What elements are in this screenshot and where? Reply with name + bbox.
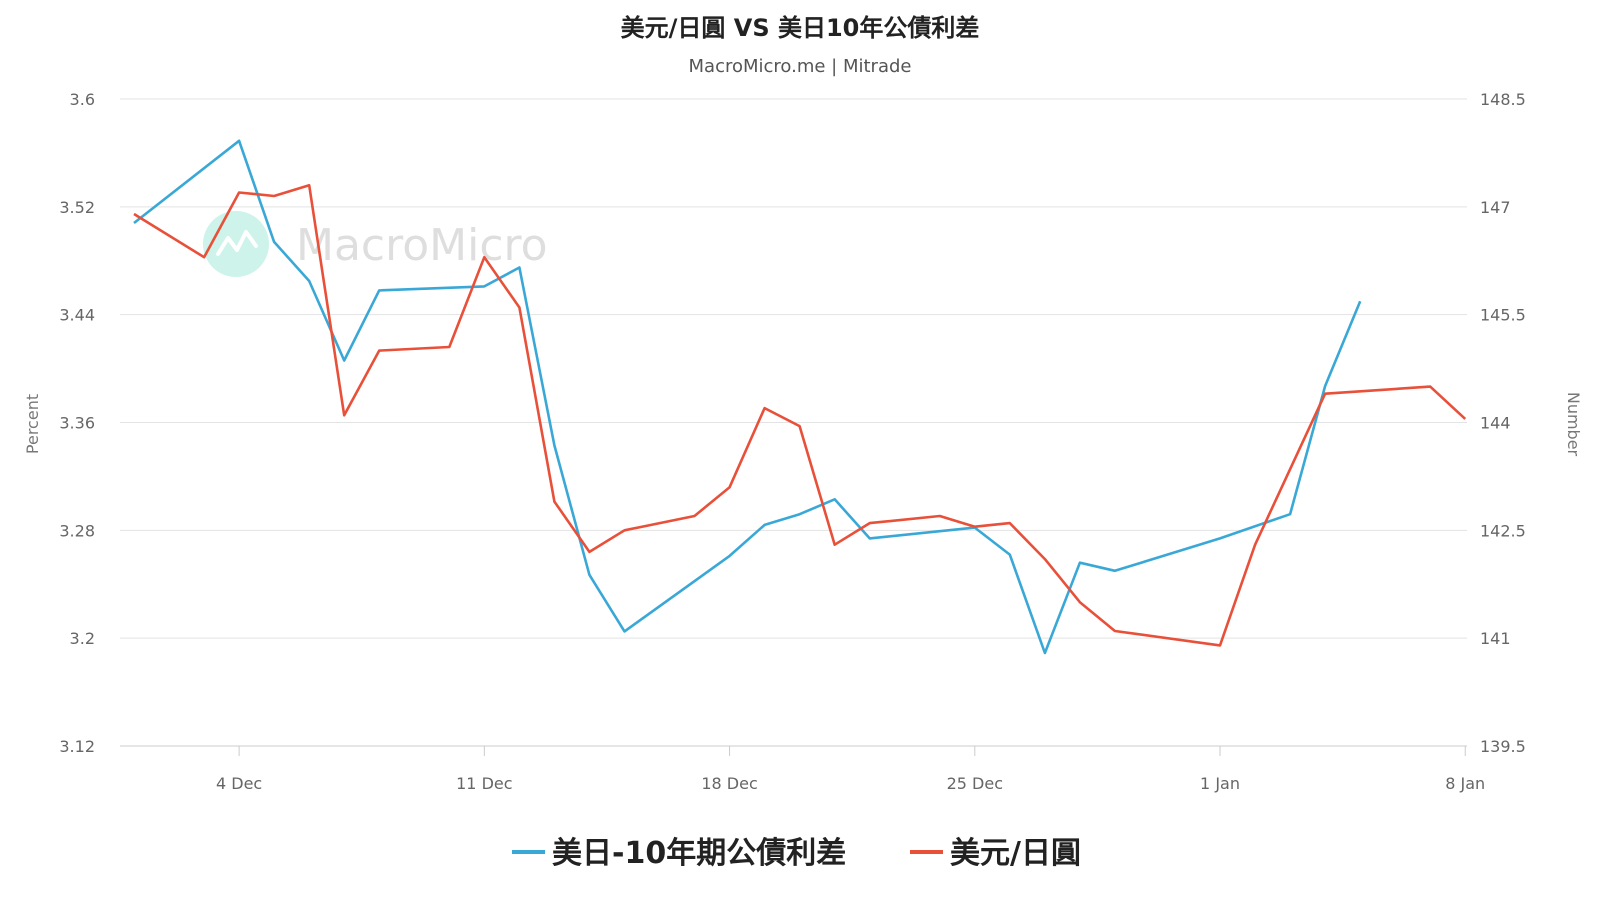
x-tick-label: 25 Dec <box>947 774 1003 793</box>
y-right-tick-label: 144 <box>1480 414 1511 433</box>
y-left-tick-label: 3.44 <box>59 306 95 325</box>
y-axis-left-ticks: 3.12 3.2 3.28 3.36 3.44 3.52 3.6 <box>59 90 95 756</box>
x-axis-ticks: 4 Dec 11 Dec 18 Dec 25 Dec 1 Jan 8 Jan <box>216 746 1485 793</box>
watermark-text: MacroMicro <box>296 220 548 271</box>
series-line-2 <box>133 184 1467 647</box>
watermark: MacroMicro <box>203 211 548 277</box>
y-left-tick-label: 3.28 <box>59 521 95 540</box>
watermark-logo-mark <box>216 230 258 256</box>
legend-item-1[interactable]: 美日-10年期公債利差 <box>512 836 846 871</box>
y-right-tick-label: 139.5 <box>1480 737 1526 756</box>
y-right-tick-label: 148.5 <box>1480 90 1526 109</box>
x-tick-label: 18 Dec <box>701 774 757 793</box>
x-tick-label: 1 Jan <box>1200 774 1240 793</box>
chart-subtitle: MacroMicro.me | Mitrade <box>689 56 912 77</box>
legend-label: 美日-10年期公債利差 <box>552 836 846 871</box>
y-left-tick-label: 3.2 <box>70 629 95 648</box>
y-left-tick-label: 3.36 <box>59 414 95 433</box>
gridlines <box>120 98 1467 639</box>
chart-title: 美元/日圓 VS 美日10年公債利差 <box>621 14 980 42</box>
legend-item-2[interactable]: 美元/日圓 <box>910 836 1081 871</box>
series-lines <box>133 139 1467 655</box>
x-tick-label: 11 Dec <box>456 774 512 793</box>
y-axis-right-ticks: 139.5 141 142.5 144 145.5 147 148.5 <box>1480 90 1526 756</box>
legend: 美日-10年期公債利差 美元/日圓 <box>512 836 1081 871</box>
y-right-tick-label: 145.5 <box>1480 306 1526 325</box>
y-axis-right-title: Number <box>1564 392 1583 457</box>
y-right-tick-label: 141 <box>1480 629 1511 648</box>
y-axis-left-title: Percent <box>23 394 42 454</box>
legend-label: 美元/日圓 <box>950 836 1081 871</box>
y-right-tick-label: 142.5 <box>1480 521 1526 540</box>
y-left-tick-label: 3.52 <box>59 198 95 217</box>
y-right-tick-label: 147 <box>1480 198 1511 217</box>
x-tick-label: 8 Jan <box>1445 774 1485 793</box>
y-left-tick-label: 3.12 <box>59 737 95 756</box>
series-line-1 <box>133 139 1362 655</box>
watermark-logo-icon <box>203 211 269 277</box>
x-tick-label: 4 Dec <box>216 774 262 793</box>
y-left-tick-label: 3.6 <box>70 90 95 109</box>
